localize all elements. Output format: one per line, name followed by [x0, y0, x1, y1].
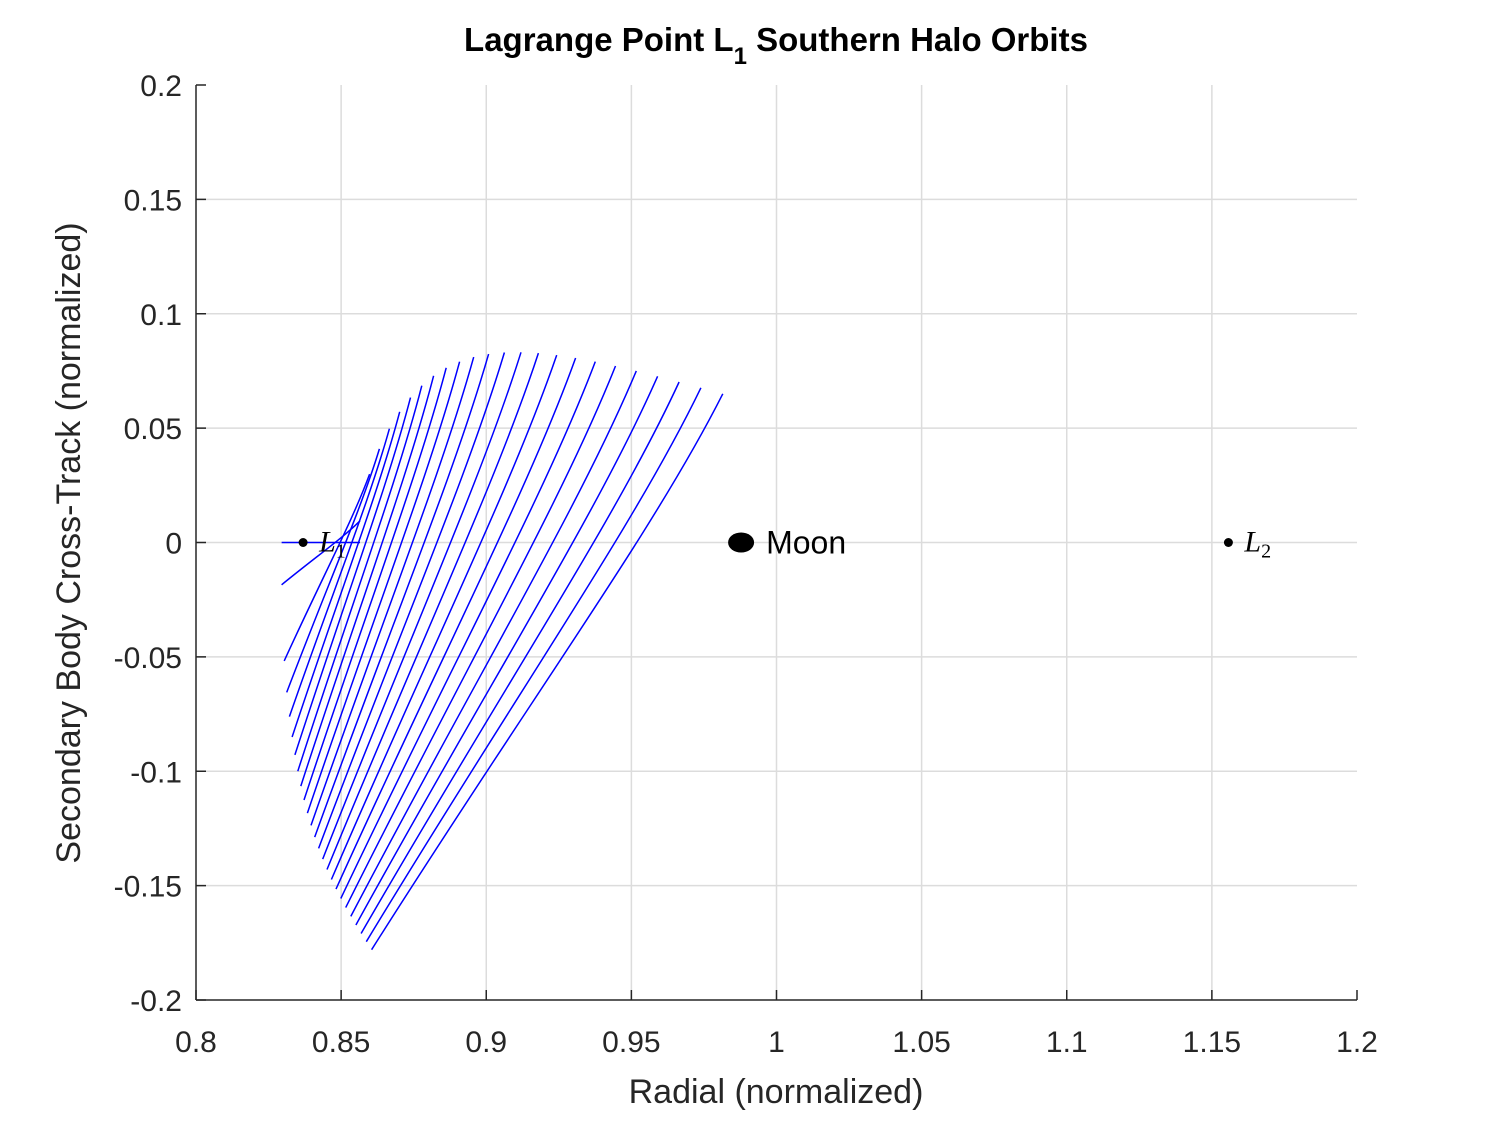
x-tick-label: 1.1: [1046, 1026, 1088, 1059]
y-tick-label: -0.1: [130, 756, 182, 789]
halo-orbit: [360, 381, 680, 934]
halo-orbit: [303, 367, 447, 801]
halo-orbit: [355, 375, 659, 926]
chart-title-subscript: 1: [734, 43, 747, 70]
x-tick-label: 0.8: [175, 1026, 217, 1059]
x-tick-label: 0.85: [312, 1026, 370, 1059]
y-tick-label: -0.15: [114, 871, 182, 904]
halo-orbits: [281, 352, 724, 951]
chart-title-main: Lagrange Point L: [464, 21, 734, 58]
chart-title: Lagrange Point L1 Southern Halo Orbits: [464, 21, 1088, 70]
y-tick-label: 0.2: [140, 70, 182, 103]
l1-label: L1: [318, 526, 346, 563]
chart-title-suffix: Southern Halo Orbits: [747, 21, 1088, 58]
x-tick-label: 0.9: [465, 1026, 507, 1059]
halo-orbit: [300, 375, 435, 787]
halo-orbit: [340, 361, 597, 899]
halo-orbit: [291, 411, 401, 738]
moon-marker: [728, 532, 755, 553]
halo-orbit: [306, 361, 461, 814]
y-axis-label: Secondary Body Cross-Track (normalized): [50, 222, 88, 863]
halo-orbit: [350, 370, 637, 917]
l2-marker: [1223, 538, 1233, 547]
halo-orbit: [370, 393, 724, 951]
halo-orbit: [335, 357, 577, 890]
halo-orbit: [297, 385, 423, 772]
y-tick-label: 0: [165, 528, 182, 561]
y-tick-label: -0.2: [130, 985, 182, 1018]
y-tick-label: 0.1: [140, 299, 182, 332]
l2-label: L2: [1243, 526, 1271, 563]
moon-label: Moon: [766, 525, 846, 561]
halo-orbit: [322, 352, 522, 860]
halo-orbit: [310, 356, 475, 826]
halo-orbit: [288, 428, 391, 717]
halo-orbit: [285, 448, 381, 693]
x-tick-label: 0.95: [602, 1026, 660, 1059]
halo-orbit: [330, 354, 558, 880]
halo-orbit: [317, 352, 506, 849]
axes: [195, 84, 1358, 1001]
y-tick-label: 0.15: [124, 184, 182, 217]
halo-orbit: [365, 387, 702, 943]
l1-marker: [298, 538, 308, 547]
halo-orbit: [283, 473, 371, 662]
y-tick-label: 0.05: [124, 413, 182, 446]
halo-orbit: [326, 352, 540, 870]
halo-orbit: [281, 520, 361, 586]
x-tick-label: 1.15: [1183, 1026, 1241, 1059]
halo-orbit: [345, 365, 617, 908]
x-tick-label: 1.05: [892, 1026, 950, 1059]
tick-labels: 0.8 0.85 0.9 0.95 1 1.05 1.1 1.15 1.2 -0.2 -0.15 -0…: [114, 70, 1378, 1059]
halo-orbit: [294, 397, 412, 756]
libration-points: L1 Moon L2: [298, 525, 1271, 563]
halo-orbit: [313, 353, 490, 838]
x-tick-label: 1.2: [1336, 1026, 1378, 1059]
y-tick-label: -0.05: [114, 642, 182, 675]
x-axis-label: Radial (normalized): [629, 1073, 924, 1111]
x-tick-label: 1: [768, 1026, 785, 1059]
